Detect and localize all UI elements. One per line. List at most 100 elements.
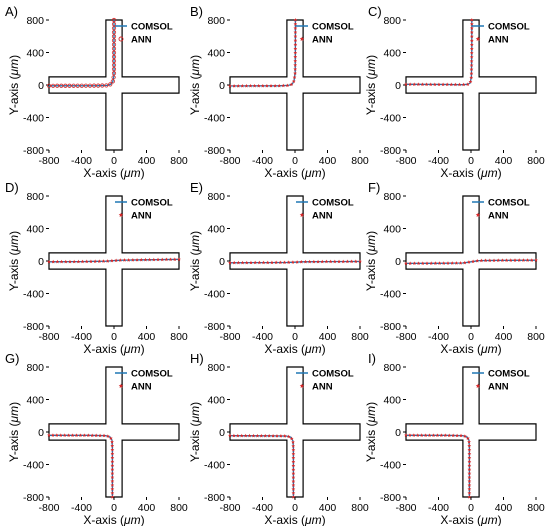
ann-marker [293, 34, 298, 39]
ann-marker [467, 475, 472, 479]
x-tick-label: 800 [170, 502, 188, 514]
comsol-line [405, 434, 471, 497]
ann-marker [251, 433, 256, 438]
legend-ann-label: ANN [131, 211, 152, 222]
y-tick-label: -800 [380, 145, 401, 157]
x-tick-label: 800 [527, 331, 545, 343]
x-tick-label: -800 [38, 502, 59, 514]
y-tick-label: 400 [207, 224, 225, 236]
ann-marker [441, 261, 446, 265]
ann-marker [47, 433, 51, 437]
ann-marker [445, 82, 450, 87]
ann-marker [275, 433, 279, 438]
ann-marker [253, 260, 258, 265]
x-tick-label: -400 [71, 502, 92, 514]
ann-marker [240, 83, 245, 88]
x-tick-label: -400 [252, 331, 273, 343]
ann-marker [299, 259, 304, 264]
ann-marker [291, 459, 296, 464]
y-tick-label: 0 [38, 427, 44, 439]
ann-marker [462, 434, 467, 438]
ann-marker [420, 82, 425, 87]
ann-marker [492, 258, 496, 263]
y-tick-label: 400 [383, 224, 401, 236]
ann-marker [55, 83, 60, 88]
ann-marker [75, 83, 80, 88]
ann-marker [110, 467, 115, 472]
y-axis-label: Y-axis (μm) [364, 231, 378, 291]
ann-marker [467, 463, 472, 468]
x-tick-label: -400 [71, 155, 92, 167]
ann-marker [278, 260, 283, 265]
ann-marker [425, 261, 429, 265]
ann-marker [68, 259, 72, 264]
y-tick-label: 0 [38, 80, 44, 92]
x-tick-label: -800 [395, 155, 416, 167]
legend-ann-label: ANN [488, 382, 509, 393]
ann-marker [111, 21, 117, 27]
ann-marker [291, 455, 296, 460]
ann-marker [500, 258, 505, 262]
x-tick-label: -800 [219, 155, 240, 167]
panel-f: F) -800 -400 0 400 800 -800 -400 0 400 800 X-axis (… [364, 180, 545, 356]
x-axis-label: X-axis (μm) [440, 342, 501, 356]
ann-marker [232, 260, 237, 265]
ann-marker [270, 260, 274, 265]
x-axis-label: X-axis (μm) [83, 342, 144, 356]
ann-marker [93, 259, 98, 264]
comsol-line [229, 20, 297, 87]
ann-marker [469, 42, 474, 47]
ann-marker [408, 433, 412, 437]
panel-label: G) [5, 351, 19, 366]
ann-marker [469, 30, 474, 34]
x-tick-label: -800 [395, 502, 416, 514]
ann-marker [63, 259, 68, 264]
ann-marker [345, 259, 350, 264]
ann-marker [467, 487, 472, 491]
ann-marker [118, 258, 123, 262]
ann-marker [79, 83, 84, 88]
panel-label: C) [368, 4, 382, 19]
ann-marker [467, 495, 472, 499]
ann-marker [291, 463, 296, 468]
x-tick-label: 400 [495, 502, 513, 514]
panel-h: H) -800 -400 0 400 800 -800 -400 0 400 800 X-axis (… [188, 351, 369, 526]
ann-marker [177, 257, 181, 261]
ann-marker [111, 42, 117, 47]
ann-marker [469, 71, 474, 76]
y-tick-label: 400 [383, 48, 401, 60]
legend-ann-swatch [118, 383, 124, 388]
y-tick-label: 800 [26, 191, 44, 203]
legend-ann-label: ANN [488, 211, 509, 222]
x-tick-label: -800 [219, 331, 240, 343]
ann-marker [307, 259, 312, 264]
y-tick-label: -800 [23, 321, 44, 333]
ann-marker [324, 259, 329, 264]
ann-marker [111, 34, 117, 39]
ann-marker [143, 257, 148, 262]
panel-b: B) -800 -400 0 400 800 -800 -400 0 400 800 X-axis (… [188, 4, 369, 180]
ann-marker [228, 433, 232, 438]
ann-marker [259, 433, 264, 438]
ann-marker [59, 83, 64, 88]
ann-marker [236, 83, 241, 88]
ann-marker [82, 433, 87, 438]
ann-marker [469, 22, 474, 26]
ann-marker [416, 261, 421, 265]
ann-marker [239, 433, 244, 438]
x-tick-label: 800 [527, 502, 545, 514]
ann-marker [277, 83, 282, 88]
legend-comsol-label: COMSOL [131, 22, 173, 33]
x-tick-label: -800 [38, 155, 59, 167]
ann-marker [271, 433, 275, 438]
x-tick-label: 0 [292, 502, 298, 514]
ann-marker [525, 258, 530, 262]
channel-outline [48, 366, 180, 498]
ann-marker [86, 433, 91, 438]
legend-ann-swatch [299, 383, 305, 388]
y-tick-label: -400 [204, 460, 225, 472]
ann-marker [404, 433, 408, 437]
y-tick-label: 800 [207, 362, 225, 374]
ann-marker [449, 82, 454, 87]
ann-marker [108, 436, 113, 440]
